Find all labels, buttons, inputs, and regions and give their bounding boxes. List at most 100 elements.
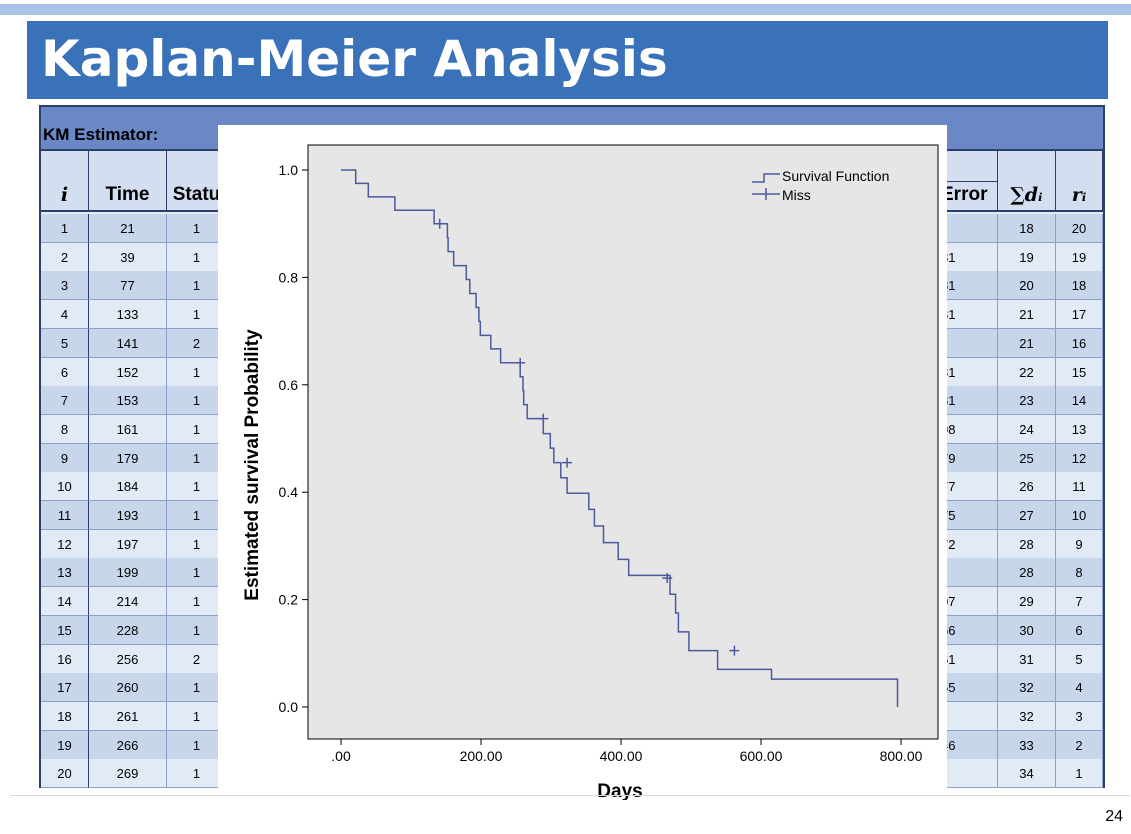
- cell-time: 39: [89, 243, 167, 272]
- cell-sum-d: 21: [998, 329, 1056, 358]
- cell-time: 214: [89, 587, 167, 616]
- cell-time: 161: [89, 415, 167, 444]
- cell-r: 7: [1056, 587, 1103, 616]
- cell-r: 1: [1056, 759, 1103, 788]
- legend-survival-label: Survival Function: [782, 168, 889, 184]
- cell-sum-d: 25: [998, 444, 1056, 473]
- cell-r: 19: [1056, 243, 1103, 272]
- cell-i: 20: [41, 759, 89, 788]
- cell-i: 3: [41, 271, 89, 300]
- cell-err: 46: [941, 731, 998, 760]
- cell-i: 8: [41, 415, 89, 444]
- footer-line: [10, 795, 1130, 796]
- cell-time: 133: [89, 300, 167, 329]
- cell-sum-d: 18: [998, 214, 1056, 243]
- cell-r: 5: [1056, 645, 1103, 674]
- x-axis-label: Days: [597, 781, 642, 800]
- cell-r: 12: [1056, 444, 1103, 473]
- cell-err: 75: [941, 501, 998, 530]
- cell-r: 8: [1056, 558, 1103, 587]
- cell-sum-d: 28: [998, 530, 1056, 559]
- cell-sum-d: 26: [998, 472, 1056, 501]
- x-tick-label: 400.00: [600, 748, 643, 764]
- cell-sum-d: 21: [998, 300, 1056, 329]
- cell-err: [941, 702, 998, 731]
- cell-i: 17: [41, 673, 89, 702]
- cell-i: 9: [41, 444, 89, 473]
- cell-err: [941, 214, 998, 243]
- cell-r: 9: [1056, 530, 1103, 559]
- cell-i: 18: [41, 702, 89, 731]
- cell-time: 21: [89, 214, 167, 243]
- cell-err: 61: [941, 645, 998, 674]
- x-tick-label: 600.00: [740, 748, 783, 764]
- header-std-error: Error: [941, 151, 998, 212]
- cell-time: 197: [89, 530, 167, 559]
- cell-i: 11: [41, 501, 89, 530]
- top-accent-bar: [0, 4, 1131, 15]
- cell-sum-d: 20: [998, 271, 1056, 300]
- page-number: 24: [1083, 808, 1123, 826]
- x-tick-label: 800.00: [880, 748, 923, 764]
- cell-err: [941, 329, 998, 358]
- cell-r: 3: [1056, 702, 1103, 731]
- slide-title: Kaplan-Meier Analysis: [41, 29, 668, 89]
- cell-err: 72: [941, 530, 998, 559]
- y-tick-label: 0.8: [279, 269, 299, 285]
- cell-r: 4: [1056, 673, 1103, 702]
- y-tick-label: 0.0: [279, 699, 299, 715]
- km-chart: 0.0 0.2 0.4 0.6 0.8 1.0 .00 200.00 400.00 600.00…: [218, 125, 947, 800]
- cell-time: 266: [89, 731, 167, 760]
- cell-sum-d: 23: [998, 386, 1056, 415]
- title-bar: Kaplan-Meier Analysis: [27, 21, 1108, 99]
- cell-time: 152: [89, 358, 167, 387]
- x-tick-label: 200.00: [460, 748, 503, 764]
- x-tick-label: .00: [331, 748, 351, 764]
- cell-time: 260: [89, 673, 167, 702]
- cell-i: 7: [41, 386, 89, 415]
- cell-time: 179: [89, 444, 167, 473]
- header-i: i: [41, 151, 89, 212]
- cell-i: 5: [41, 329, 89, 358]
- cell-r: 14: [1056, 386, 1103, 415]
- cell-r: 16: [1056, 329, 1103, 358]
- cell-i: 13: [41, 558, 89, 587]
- cell-sum-d: 24: [998, 415, 1056, 444]
- cell-r: 18: [1056, 271, 1103, 300]
- y-tick-label: 0.6: [279, 377, 299, 393]
- cell-err: 81: [941, 271, 998, 300]
- cell-sum-d: 30: [998, 616, 1056, 645]
- cell-sum-d: 27: [998, 501, 1056, 530]
- cell-sum-d: 28: [998, 558, 1056, 587]
- cell-i: 2: [41, 243, 89, 272]
- cell-err: 66: [941, 616, 998, 645]
- section-label: KM Estimator:: [43, 125, 158, 145]
- cell-time: 184: [89, 472, 167, 501]
- cell-sum-d: 32: [998, 702, 1056, 731]
- cell-i: 1: [41, 214, 89, 243]
- cell-r: 11: [1056, 472, 1103, 501]
- cell-time: 193: [89, 501, 167, 530]
- cell-i: 14: [41, 587, 89, 616]
- cell-i: 6: [41, 358, 89, 387]
- cell-err: 07: [941, 587, 998, 616]
- plot-area: [308, 145, 938, 739]
- cell-err: 77: [941, 472, 998, 501]
- cell-r: 10: [1056, 501, 1103, 530]
- cell-i: 15: [41, 616, 89, 645]
- cell-time: 153: [89, 386, 167, 415]
- cell-time: 228: [89, 616, 167, 645]
- cell-sum-d: 22: [998, 358, 1056, 387]
- y-axis: 0.0 0.2 0.4 0.6 0.8 1.0: [279, 162, 308, 715]
- cell-time: 141: [89, 329, 167, 358]
- cell-err: 81: [941, 386, 998, 415]
- cell-time: 77: [89, 271, 167, 300]
- cell-sum-d: 19: [998, 243, 1056, 272]
- cell-err: 81: [941, 358, 998, 387]
- cell-i: 10: [41, 472, 89, 501]
- header-sum-d: ∑dᵢ: [998, 151, 1056, 212]
- y-tick-label: 1.0: [279, 162, 299, 178]
- cell-sum-d: 31: [998, 645, 1056, 674]
- cell-r: 20: [1056, 214, 1103, 243]
- cell-time: 256: [89, 645, 167, 674]
